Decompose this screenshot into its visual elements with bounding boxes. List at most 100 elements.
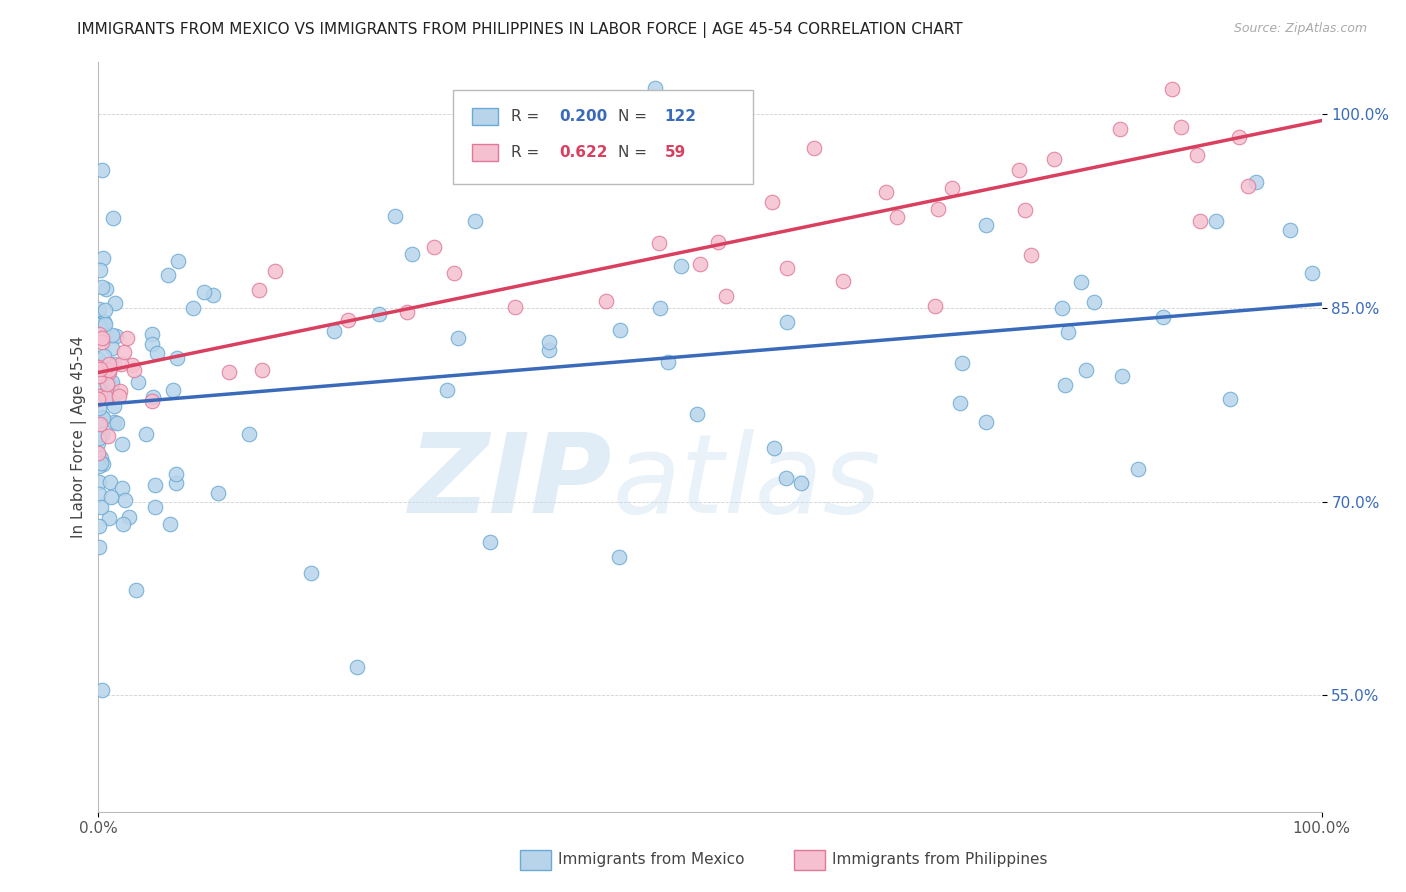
Text: Immigrants from Mexico: Immigrants from Mexico [558,853,745,867]
Point [927,202,949,217]
Text: 0.622: 0.622 [560,145,607,160]
Point [94,282,117,296]
Point [103,415,125,429]
Point [644,81,666,95]
Point [1014,203,1036,218]
Point [91,251,114,265]
Point [89,326,111,341]
Bar [471,145,498,161]
Point [135,426,157,441]
Point [1188,213,1211,227]
Point [1237,179,1260,194]
Point [1083,295,1105,310]
Point [89,383,111,397]
Point [90,456,112,470]
Point [91,315,114,329]
Text: IMMIGRANTS FROM MEXICO VS IMMIGRANTS FROM PHILIPPINES IN LABOR FORCE | AGE 45-54: IMMIGRANTS FROM MEXICO VS IMMIGRANTS FRO… [77,22,963,38]
Point [100,490,122,504]
Text: atlas: atlas [612,428,880,535]
Point [111,481,134,495]
Point [167,254,190,268]
Point [87,392,110,406]
Point [1019,248,1042,262]
Point [87,414,110,428]
Point [87,435,110,450]
Point [162,383,184,397]
Point [87,475,110,490]
Text: Immigrants from Philippines: Immigrants from Philippines [832,853,1047,867]
Point [91,335,114,350]
Point [165,476,187,491]
Point [1128,462,1150,476]
Point [761,194,783,209]
Point [90,426,112,441]
Point [346,660,368,674]
Point [636,102,658,116]
Point [1301,266,1323,280]
Point [104,296,127,310]
Point [91,457,114,471]
Point [422,240,444,254]
Point [875,185,897,199]
Point [122,363,145,377]
Point [263,264,285,278]
Point [98,357,121,371]
Point [101,328,124,343]
Point [91,163,114,178]
Point [89,318,111,333]
Point [1170,120,1192,134]
Point [115,331,138,345]
Point [886,210,908,224]
Point [87,431,110,445]
Point [87,351,110,366]
Point [141,394,163,409]
Point [707,235,730,250]
Point [118,510,141,524]
Point [714,289,737,303]
Point [121,358,143,372]
Text: 59: 59 [665,145,686,160]
Point [689,257,711,271]
Point [143,478,166,492]
Point [141,336,163,351]
Point [112,517,135,532]
Text: 122: 122 [665,109,697,124]
Point [181,301,204,315]
Text: ZIP: ZIP [409,428,612,535]
Point [89,321,111,335]
Point [141,326,163,341]
Point [96,377,118,392]
Point [1070,276,1092,290]
Point [436,383,458,397]
Point [87,453,110,467]
Point [367,307,389,321]
Point [94,390,117,404]
FancyBboxPatch shape [453,90,752,184]
Point [218,365,240,379]
Point [193,285,215,300]
Point [87,519,110,533]
Point [446,331,468,345]
Text: N =: N = [619,109,652,124]
Point [91,410,114,425]
Point [1053,378,1076,392]
Point [950,356,973,370]
Point [93,315,115,329]
Point [125,582,148,597]
Point [299,566,322,580]
Point [98,363,121,377]
Point [762,442,785,456]
Point [1160,81,1182,95]
Bar [471,108,498,125]
Point [669,259,692,273]
Point [974,416,997,430]
Point [941,181,963,195]
Point [87,417,110,432]
Y-axis label: In Labor Force | Age 45-54: In Labor Force | Age 45-54 [72,336,87,538]
Point [96,429,118,443]
Point [89,263,111,277]
Point [90,500,112,515]
Point [87,427,110,442]
Point [1152,310,1174,325]
Point [464,213,486,227]
